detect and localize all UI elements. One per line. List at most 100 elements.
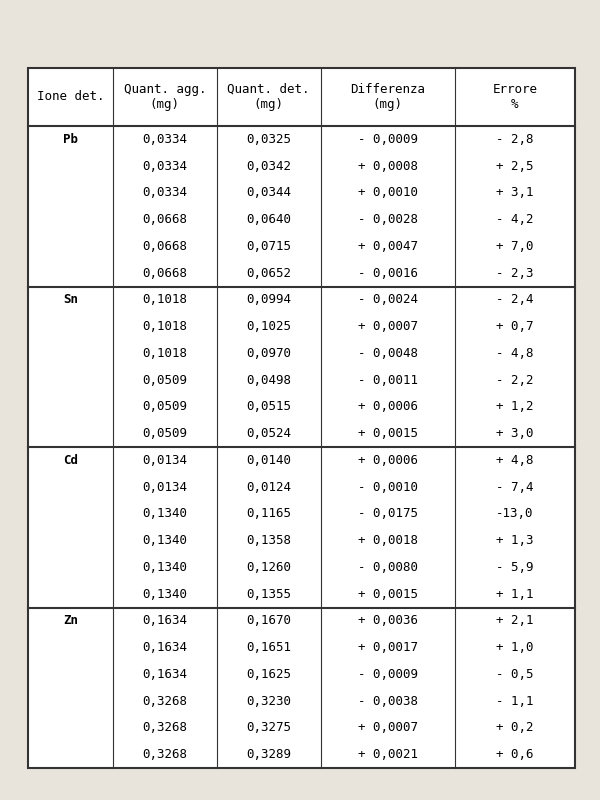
Text: 0,0715: 0,0715 [246,240,291,253]
Text: Differenza
(mg): Differenza (mg) [350,83,425,111]
Text: - 0,0010: - 0,0010 [358,481,418,494]
Text: 0,0124: 0,0124 [246,481,291,494]
Text: + 4,8: + 4,8 [496,454,533,467]
Text: Ione det.: Ione det. [37,90,104,103]
Text: 0,1260: 0,1260 [246,561,291,574]
Text: + 0,0015: + 0,0015 [358,588,418,601]
Text: Pb: Pb [63,133,78,146]
Text: + 0,0018: + 0,0018 [358,534,418,547]
Text: 0,0668: 0,0668 [142,240,187,253]
Text: - 0,0011: - 0,0011 [358,374,418,386]
Text: 0,1355: 0,1355 [246,588,291,601]
Text: Errore
%: Errore % [493,83,538,111]
Text: 0,1025: 0,1025 [246,320,291,333]
Text: + 0,0008: + 0,0008 [358,160,418,173]
Text: 0,1625: 0,1625 [246,668,291,681]
Text: 0,1358: 0,1358 [246,534,291,547]
Text: 0,0140: 0,0140 [246,454,291,467]
Text: + 0,0015: + 0,0015 [358,427,418,440]
Text: + 0,0047: + 0,0047 [358,240,418,253]
Text: + 0,0006: + 0,0006 [358,400,418,414]
Text: - 2,2: - 2,2 [496,374,533,386]
Text: + 0,0010: + 0,0010 [358,186,418,199]
Text: + 0,0006: + 0,0006 [358,454,418,467]
Text: - 7,4: - 7,4 [496,481,533,494]
Text: 0,0334: 0,0334 [142,160,187,173]
Bar [28,68,575,768]
Text: + 0,0021: + 0,0021 [358,748,418,761]
Text: - 0,0016: - 0,0016 [358,266,418,280]
Text: + 3,0: + 3,0 [496,427,533,440]
Text: + 0,7: + 0,7 [496,320,533,333]
Text: 0,1018: 0,1018 [142,320,187,333]
Text: - 0,0028: - 0,0028 [358,213,418,226]
Text: Sn: Sn [63,294,78,306]
Text: 0,0970: 0,0970 [246,347,291,360]
Text: 0,1340: 0,1340 [142,561,187,574]
Text: 0,0509: 0,0509 [142,374,187,386]
Text: 0,0652: 0,0652 [246,266,291,280]
Text: 0,0325: 0,0325 [246,133,291,146]
Text: - 0,0038: - 0,0038 [358,694,418,708]
Text: + 3,1: + 3,1 [496,186,533,199]
Text: + 1,1: + 1,1 [496,588,533,601]
Text: + 0,0036: + 0,0036 [358,614,418,627]
Text: + 1,3: + 1,3 [496,534,533,547]
Text: 0,0668: 0,0668 [142,266,187,280]
Text: 0,0498: 0,0498 [246,374,291,386]
Text: + 0,0007: + 0,0007 [358,722,418,734]
Text: 0,0342: 0,0342 [246,160,291,173]
Text: 0,1670: 0,1670 [246,614,291,627]
Text: 0,1018: 0,1018 [142,294,187,306]
Text: + 0,0007: + 0,0007 [358,320,418,333]
Text: 0,0524: 0,0524 [246,427,291,440]
Text: 0,0344: 0,0344 [246,186,291,199]
Text: - 0,0009: - 0,0009 [358,668,418,681]
Text: Quant. agg.
(mg): Quant. agg. (mg) [124,83,206,111]
Text: 0,3289: 0,3289 [246,748,291,761]
Text: 0,3275: 0,3275 [246,722,291,734]
Text: 0,0134: 0,0134 [142,481,187,494]
Text: Quant. det.
(mg): Quant. det. (mg) [227,83,310,111]
Text: 0,1165: 0,1165 [246,507,291,520]
Text: 0,0668: 0,0668 [142,213,187,226]
Text: + 1,0: + 1,0 [496,641,533,654]
Text: - 2,3: - 2,3 [496,266,533,280]
Text: - 4,8: - 4,8 [496,347,533,360]
Text: - 4,2: - 4,2 [496,213,533,226]
Text: 0,1340: 0,1340 [142,507,187,520]
Text: 0,1651: 0,1651 [246,641,291,654]
Text: 0,0509: 0,0509 [142,400,187,414]
Text: 0,1340: 0,1340 [142,588,187,601]
Text: + 0,0017: + 0,0017 [358,641,418,654]
Text: 0,1634: 0,1634 [142,614,187,627]
Text: 0,1340: 0,1340 [142,534,187,547]
Text: 0,0334: 0,0334 [142,186,187,199]
Text: 0,3230: 0,3230 [246,694,291,708]
Text: + 7,0: + 7,0 [496,240,533,253]
Text: - 0,0024: - 0,0024 [358,294,418,306]
Text: 0,0515: 0,0515 [246,400,291,414]
Text: - 2,4: - 2,4 [496,294,533,306]
Text: 0,1634: 0,1634 [142,668,187,681]
Text: - 0,0048: - 0,0048 [358,347,418,360]
Text: 0,0334: 0,0334 [142,133,187,146]
Text: - 1,1: - 1,1 [496,694,533,708]
Text: - 0,0009: - 0,0009 [358,133,418,146]
Text: + 2,5: + 2,5 [496,160,533,173]
Text: + 0,2: + 0,2 [496,722,533,734]
Text: - 5,9: - 5,9 [496,561,533,574]
Text: - 0,0080: - 0,0080 [358,561,418,574]
Text: 0,3268: 0,3268 [142,748,187,761]
Text: + 0,6: + 0,6 [496,748,533,761]
Text: 0,0640: 0,0640 [246,213,291,226]
Text: 0,1634: 0,1634 [142,641,187,654]
Bar [28,68,575,768]
Text: 0,3268: 0,3268 [142,722,187,734]
Text: 0,0509: 0,0509 [142,427,187,440]
Text: + 2,1: + 2,1 [496,614,533,627]
Text: 0,1018: 0,1018 [142,347,187,360]
Text: + 1,2: + 1,2 [496,400,533,414]
Text: - 2,8: - 2,8 [496,133,533,146]
Text: 0,0994: 0,0994 [246,294,291,306]
